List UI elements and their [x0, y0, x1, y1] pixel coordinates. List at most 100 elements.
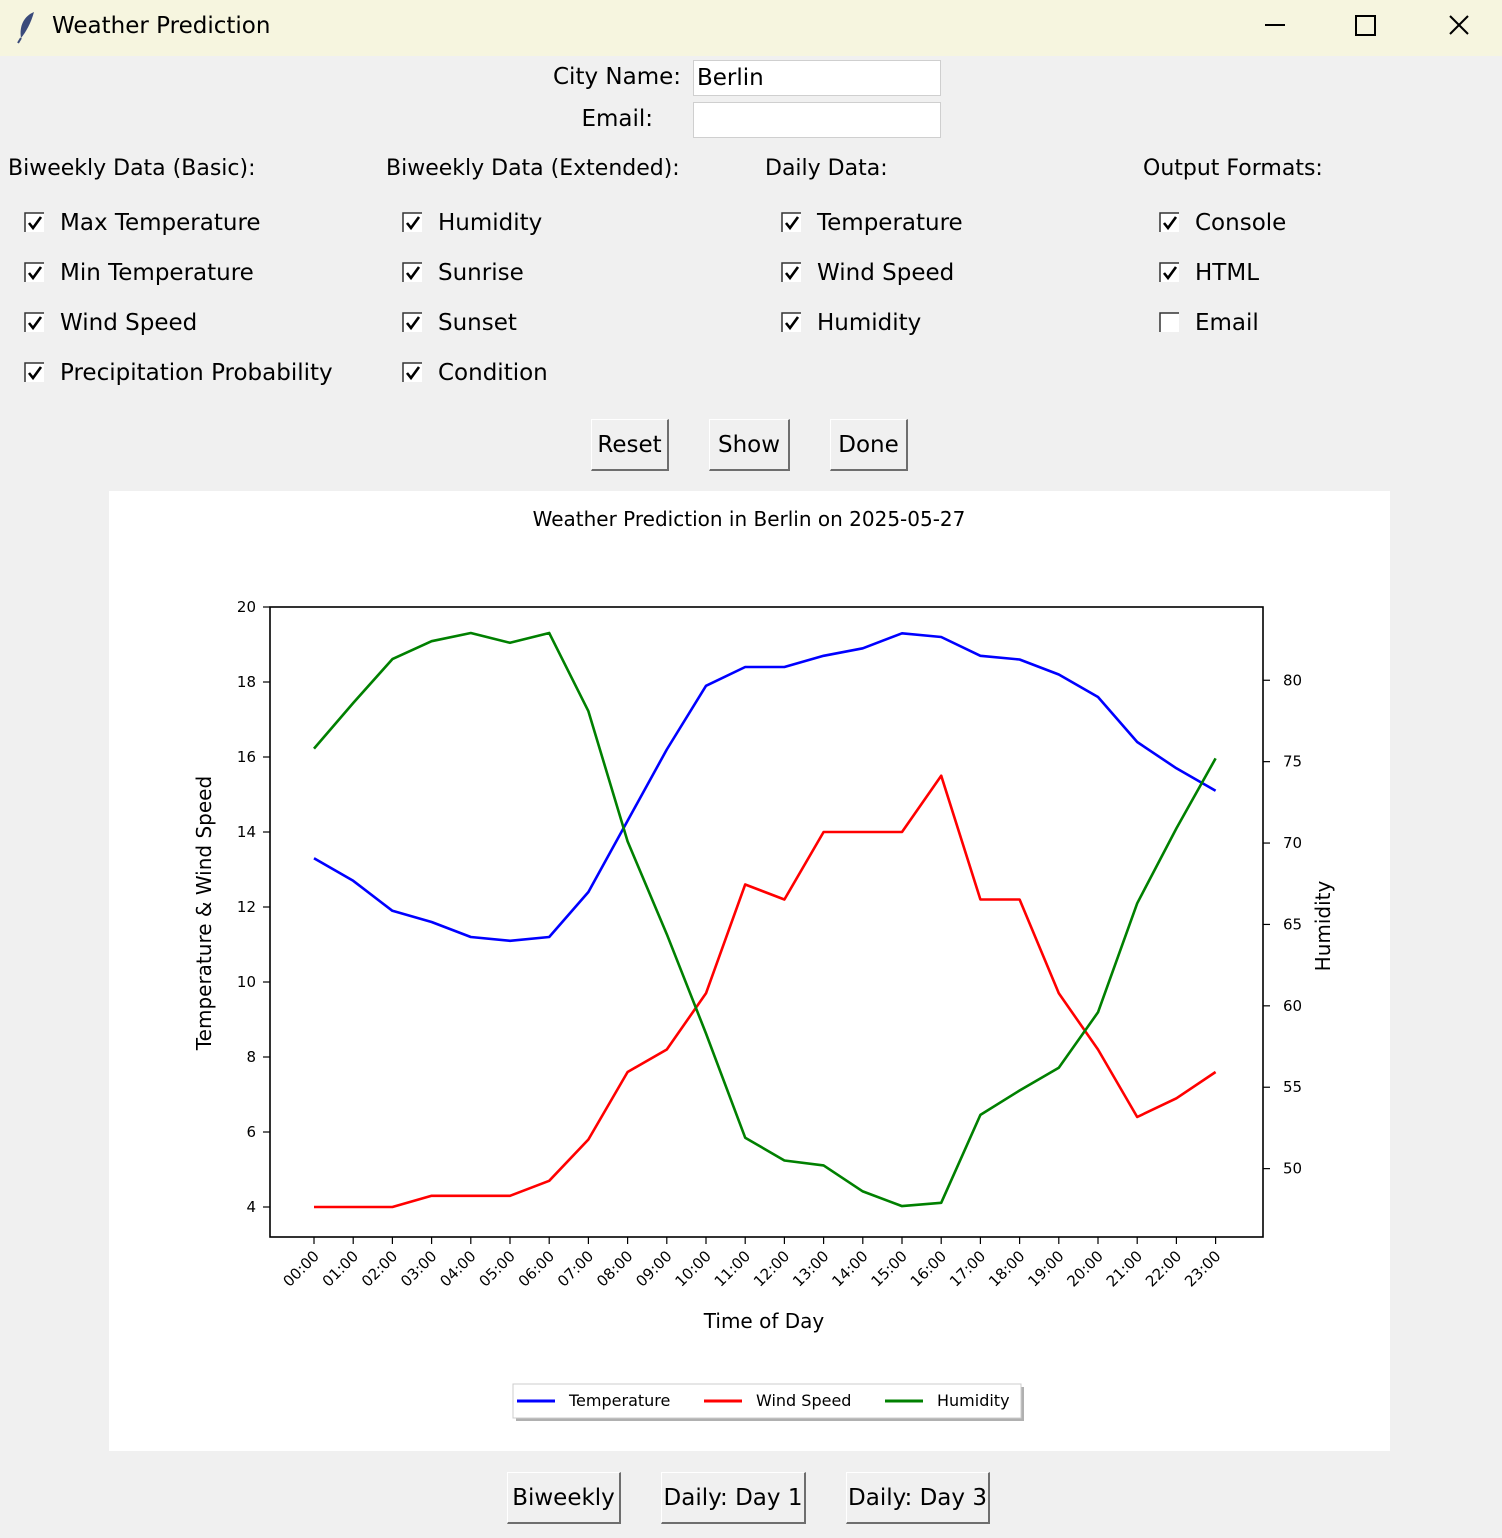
window-title: Weather Prediction	[52, 13, 271, 39]
biweekly-extended-heading: Biweekly Data (Extended):	[386, 156, 680, 181]
biweekly-button[interactable]: Biweekly	[507, 1472, 621, 1524]
x-axis-label: Time of Day	[703, 1309, 825, 1333]
x-tick-label: 00:00	[280, 1247, 323, 1290]
x-tick-label: 02:00	[358, 1247, 401, 1290]
series-line-humidity	[313, 631, 1217, 1208]
y-tick-label-right: 75	[1283, 753, 1302, 771]
checkbox-label: Wind Speed	[60, 310, 198, 336]
checkbox-label: Min Temperature	[60, 260, 254, 286]
checkbox-label: HTML	[1195, 260, 1260, 286]
checkbox-label: Max Temperature	[60, 210, 261, 236]
maximize-button[interactable]	[1320, 0, 1412, 56]
feather-icon	[14, 10, 38, 44]
weather-line-chart: Weather Prediction in Berlin on 2025-05-…	[192, 507, 1335, 1421]
chart-title: Weather Prediction in Berlin on 2025-05-…	[533, 507, 966, 531]
checkbox-label: Sunrise	[438, 260, 524, 286]
checkbox-checked-icon	[781, 212, 801, 232]
x-tick-label: 10:00	[672, 1247, 715, 1290]
x-tick-label: 14:00	[828, 1247, 871, 1290]
x-tick-label: 11:00	[711, 1247, 754, 1290]
y-tick-label-right: 65	[1283, 915, 1302, 933]
output-formats-heading: Output Formats:	[1143, 156, 1323, 181]
daily-data-heading: Daily Data:	[765, 156, 888, 181]
y-tick-label-left: 14	[237, 823, 256, 841]
x-tick-label: 15:00	[868, 1247, 911, 1290]
x-tick-label: 05:00	[476, 1247, 519, 1290]
x-tick-label: 17:00	[946, 1247, 989, 1290]
y-tick-label-left: 6	[246, 1123, 256, 1141]
checkbox-label: Temperature	[817, 210, 963, 236]
checkbox-checked-icon	[402, 362, 422, 382]
y-axis-label-right: Humidity	[1311, 880, 1335, 971]
y-tick-label-right: 60	[1283, 997, 1302, 1015]
plot-area: 4681012141618205055606570758000:0001:000…	[237, 598, 1302, 1290]
checkbox-checked-icon	[402, 312, 422, 332]
x-tick-label: 19:00	[1024, 1247, 1067, 1290]
email-label: Email:	[581, 106, 653, 132]
y-tick-label-left: 12	[237, 898, 256, 916]
x-tick-label: 08:00	[593, 1247, 636, 1290]
done-button[interactable]: Done	[830, 419, 908, 471]
plot-frame	[269, 606, 1264, 1238]
x-tick-label: 20:00	[1064, 1247, 1107, 1290]
minimize-icon	[1265, 24, 1285, 26]
show-button[interactable]: Show	[709, 419, 790, 471]
close-icon	[1449, 15, 1469, 35]
x-tick-label: 23:00	[1181, 1247, 1224, 1290]
y-tick-label-left: 18	[237, 673, 256, 691]
series-line-wind-speed	[314, 774, 1217, 1209]
checkbox-label: Email	[1195, 310, 1259, 336]
checkbox-unchecked-icon	[1159, 312, 1179, 332]
series-line-temperature	[313, 632, 1217, 943]
checkbox-label: Sunset	[438, 310, 517, 336]
y-tick-label-left: 20	[237, 598, 256, 616]
y-tick-label-right: 80	[1283, 671, 1302, 689]
x-tick-label: 13:00	[789, 1247, 832, 1290]
y-tick-label-right: 50	[1283, 1160, 1302, 1178]
checkbox-checked-icon	[24, 262, 44, 282]
title-bar: Weather Prediction	[0, 0, 1502, 56]
reset-button[interactable]: Reset	[591, 419, 669, 471]
close-button[interactable]	[1412, 0, 1502, 56]
checkbox-checked-icon	[24, 312, 44, 332]
x-tick-label: 07:00	[554, 1247, 597, 1290]
minimize-button[interactable]	[1228, 0, 1320, 56]
checkbox-checked-icon	[1159, 262, 1179, 282]
y-tick-label-left: 16	[237, 748, 256, 766]
y-tick-label-left: 8	[246, 1048, 256, 1066]
x-tick-label: 06:00	[515, 1247, 558, 1290]
x-tick-label: 03:00	[397, 1247, 440, 1290]
checkbox-checked-icon	[781, 262, 801, 282]
daily-day1-button[interactable]: Daily: Day 1	[661, 1472, 806, 1524]
chart-panel: Weather Prediction in Berlin on 2025-05-…	[109, 491, 1390, 1451]
checkbox-checked-icon	[24, 362, 44, 382]
legend-label-temperature: Temperature	[568, 1391, 670, 1410]
city-name-label: City Name:	[553, 64, 681, 90]
x-tick-label: 01:00	[319, 1247, 362, 1290]
email-input[interactable]	[693, 102, 941, 138]
checkbox-label: Console	[1195, 210, 1287, 236]
daily-day3-button[interactable]: Daily: Day 3	[846, 1472, 990, 1524]
checkbox-label: Humidity	[438, 210, 543, 236]
y-axis-label-left: Temperature & Wind Speed	[192, 776, 216, 1051]
checkbox-checked-icon	[781, 312, 801, 332]
legend-box	[512, 1383, 1022, 1419]
y-tick-label-right: 55	[1283, 1078, 1302, 1096]
legend-label-humidity: Humidity	[937, 1391, 1010, 1410]
x-tick-label: 22:00	[1142, 1247, 1185, 1290]
x-tick-label: 21:00	[1103, 1247, 1146, 1290]
checkbox-checked-icon	[402, 262, 422, 282]
checkbox-label: Precipitation Probability	[60, 360, 333, 386]
maximize-icon	[1355, 15, 1376, 36]
chart-legend: Temperature Wind Speed Humidity	[512, 1383, 1024, 1421]
y-tick-label-left: 4	[246, 1198, 256, 1216]
city-name-input[interactable]	[693, 60, 941, 96]
biweekly-basic-heading: Biweekly Data (Basic):	[8, 156, 256, 181]
checkbox-checked-icon	[402, 212, 422, 232]
checkbox-label: Wind Speed	[817, 260, 955, 286]
x-tick-label: 18:00	[985, 1247, 1028, 1290]
x-tick-label: 09:00	[632, 1247, 675, 1290]
checkbox-label: Condition	[438, 360, 548, 386]
checkbox-checked-icon	[1159, 212, 1179, 232]
checkbox-label: Humidity	[817, 310, 922, 336]
